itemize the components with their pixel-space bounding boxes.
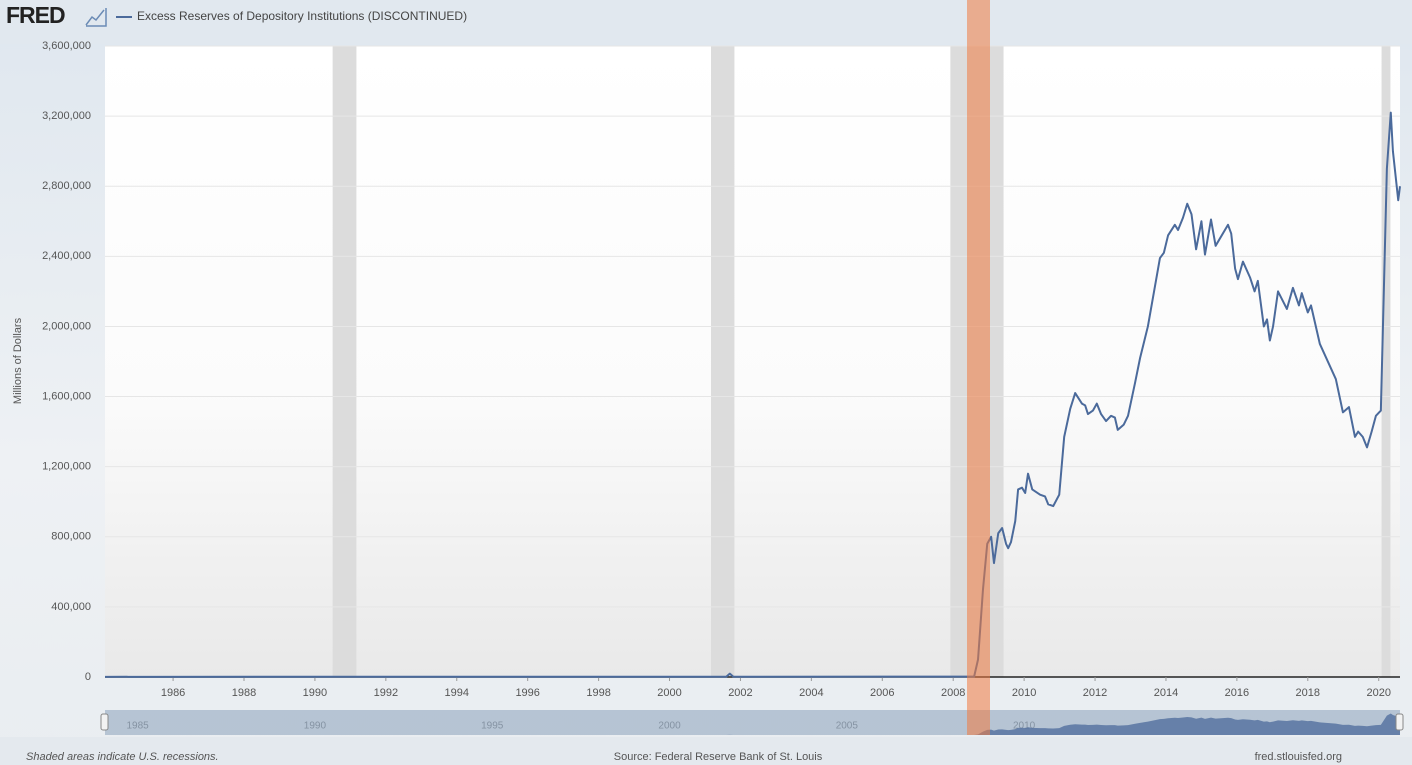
y-tick-label: 400,000 [51,601,91,613]
x-tick-label: 1998 [586,687,610,699]
logo-icon [85,8,107,27]
x-tick-label: 1992 [374,687,398,699]
navigator-handle[interactable] [100,713,109,731]
navigator-tick-label: 2000 [658,721,681,732]
legend-label: Excess Reserves of Depository Institutio… [137,9,467,23]
x-tick-label: 2008 [941,687,965,699]
y-tick-label: 800,000 [51,531,91,543]
x-tick-label: 2016 [1225,687,1249,699]
navigator-tick-label: 2010 [1013,721,1036,732]
recession-shade [1381,46,1391,677]
source: Source: Federal Reserve Bank of St. Loui… [614,751,823,763]
footer-band [0,737,1412,765]
y-axis-title: Millions of Dollars [12,317,24,404]
recession-shade [332,46,357,677]
x-tick-label: 2010 [1012,687,1036,699]
navigator-tick-label: 2005 [836,721,859,732]
y-tick-label: 2,000,000 [42,320,91,332]
line-layer [104,111,1401,678]
x-tick-label: 2020 [1366,687,1390,699]
x-tick-label: 2006 [870,687,894,699]
y-tick-label: 3,200,000 [42,110,91,122]
y-tick-label: 2,800,000 [42,180,91,192]
x-tick-label: 2018 [1296,687,1320,699]
x-tick-label: 2000 [657,687,681,699]
navigator-tick-label: 1995 [481,721,504,732]
x-tick-label: 1994 [445,687,469,699]
y-tick-label: 2,400,000 [42,250,91,262]
plot-area [105,46,1400,677]
y-tick-label: 1,200,000 [42,461,91,473]
x-tick-label: 1996 [515,687,539,699]
navigator-area [105,713,1400,735]
recession-shade [711,46,735,677]
x-tick-label: 2004 [799,687,823,699]
x-tick-label: 2012 [1083,687,1107,699]
header-band [0,0,1412,44]
site-link[interactable]: fred.stlouisfed.org [1255,751,1342,763]
navigator-tick-label: 1990 [304,721,327,732]
navigator-tick-label: 1985 [126,721,149,732]
navigator-handle[interactable] [1395,713,1404,731]
series-line [104,111,1401,678]
recession-note: Shaded areas indicate U.S. recessions. [26,751,219,763]
x-tick-label: 1988 [232,687,256,699]
x-tick-label: 2014 [1154,687,1178,699]
x-tick-label: 2002 [728,687,752,699]
highlight-overlay [967,0,990,735]
recession-layer [332,46,1391,677]
y-tick-label: 1,600,000 [42,390,91,402]
x-tick-label: 1986 [161,687,185,699]
logo[interactable]: FRED [6,2,66,28]
navigator: 1985 1990 1995 2000 2005 2010 [105,713,1400,735]
y-tick-label: 3,600,000 [42,40,91,52]
y-tick-label: 0 [85,671,91,683]
x-tick-label: 1990 [303,687,327,699]
